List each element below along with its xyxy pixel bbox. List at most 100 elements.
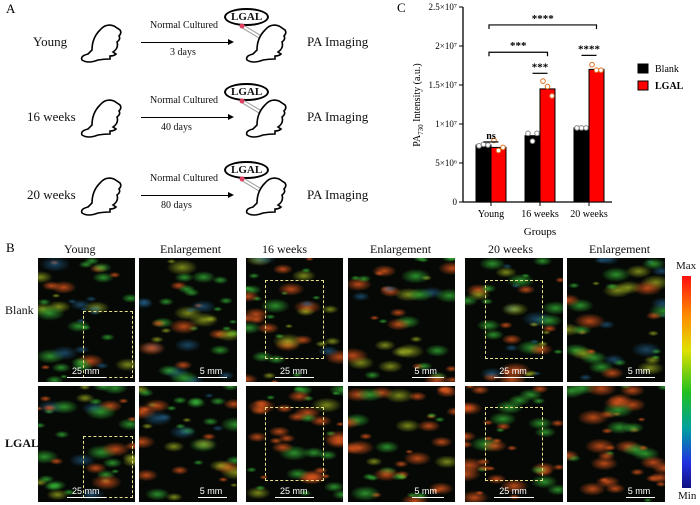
data-point	[534, 130, 540, 137]
bar-lgal	[539, 88, 556, 203]
pa-image-lgal-3: 5 mm	[348, 386, 455, 502]
zoom-region-box	[484, 280, 544, 360]
legend-swatch-blank	[637, 63, 649, 74]
pa-image-blank-4: 25 mm	[465, 258, 563, 382]
y-tick-label: 2×10⁷	[435, 41, 457, 51]
syringe-icon	[239, 23, 264, 40]
column-label: Enlargement	[160, 242, 222, 256]
image-texture	[38, 258, 135, 382]
scale-bar	[494, 377, 534, 378]
lgal-probe-badge: LGAL	[224, 8, 270, 26]
row-label-lgal: LGAL	[5, 436, 40, 450]
image-texture	[246, 258, 343, 382]
colorbar-min: Min	[678, 490, 697, 502]
pa-image-blank-5: 5 mm	[567, 258, 665, 382]
pa-image-blank-0: 25 mm	[38, 258, 135, 382]
image-texture	[567, 386, 665, 502]
scale-bar-label: 5 mm	[627, 486, 651, 496]
mouse-icon	[80, 24, 122, 63]
y-tick-label: 1×10⁷	[435, 119, 457, 129]
x-tick-label: Young	[478, 209, 504, 220]
zoom-region-box	[484, 406, 544, 481]
arrow	[141, 117, 229, 118]
data-point	[476, 143, 482, 149]
zoom-region-box	[82, 311, 134, 378]
arrow-head-icon	[228, 39, 234, 45]
result-label: PA Imaging	[307, 187, 369, 202]
pa-image-lgal-0: 25 mm	[38, 386, 135, 502]
bar-blank	[524, 135, 541, 203]
zoom-region-box	[265, 406, 324, 481]
mouse-icon	[80, 177, 122, 216]
scale-bar-label: 5 mm	[414, 366, 437, 376]
scale-bar	[625, 497, 656, 498]
column-label: Enlargement	[370, 242, 432, 256]
pa-image-blank-1: 5 mm	[139, 258, 237, 382]
panel-c-label: C	[397, 0, 406, 15]
y-tick-label: 2.5×10⁷	[429, 2, 457, 12]
arrow-bottom-label: 80 days	[161, 200, 192, 211]
significance-label: ****	[578, 43, 601, 55]
x-axis-label: Groups	[524, 226, 556, 238]
pa-image-lgal-1: 5 mm	[139, 386, 237, 502]
x-tick-label: 16 weeks	[521, 209, 559, 220]
scale-bar-label: 25 mm	[71, 486, 100, 496]
data-point	[544, 83, 551, 90]
y-tick-label: 0	[453, 197, 458, 207]
image-texture	[465, 258, 563, 382]
scale-bar-label: 5 mm	[199, 486, 223, 496]
data-point	[589, 61, 595, 68]
group-label: 20 weeks	[27, 187, 76, 202]
zoom-region-box	[265, 280, 324, 360]
result-label: PA Imaging	[307, 109, 369, 124]
image-texture	[139, 386, 237, 502]
significance-bracket	[488, 24, 598, 29]
mouse-icon	[245, 24, 287, 63]
group-label: 16 weeks	[27, 109, 76, 124]
data-point	[598, 67, 604, 73]
y-tick-label: 5×10⁶	[435, 158, 457, 168]
pa-image-blank-3: 5 mm	[348, 258, 455, 382]
significance-label: ns	[486, 131, 496, 142]
bar-lgal	[588, 68, 605, 203]
column-label: Enlargement	[589, 242, 651, 256]
pa-image-lgal-2: 25 mm	[246, 386, 343, 502]
pa-image-blank-2: 25 mm	[246, 258, 343, 382]
scale-bar	[67, 377, 106, 378]
data-point	[593, 67, 600, 73]
legend-label: Blank	[655, 64, 679, 75]
arrow-top-label: Normal Cultured	[150, 173, 219, 184]
legend-swatch-lgal	[637, 80, 649, 91]
pa-image-lgal-4: 25 mm	[465, 386, 563, 502]
significance-label: ***	[510, 40, 527, 52]
data-point	[574, 125, 580, 131]
bar-chart: 0 5×10⁶ 1×10⁷ 1.5×10⁷ 2×10⁷ 2.5×10⁷ Young 16 we…	[412, 2, 684, 238]
significance-label: ****	[532, 13, 555, 25]
group-label: Young	[33, 34, 68, 49]
scale-bar	[275, 377, 314, 378]
arrow	[141, 195, 229, 196]
data-point	[485, 142, 491, 148]
image-texture	[246, 386, 343, 502]
arrow-bottom-label: 3 days	[170, 47, 196, 58]
image-texture	[348, 258, 455, 382]
image-texture	[567, 258, 665, 382]
scale-bar	[197, 497, 228, 498]
arrow	[141, 42, 229, 43]
scale-bar	[67, 497, 106, 498]
data-point	[540, 78, 546, 84]
column-label: 20 weeks	[488, 242, 533, 256]
mouse-icon	[245, 99, 287, 138]
scale-bar	[412, 377, 445, 378]
data-point	[525, 130, 531, 137]
scale-bar-label: 25 mm	[71, 366, 100, 376]
lgal-probe-badge: LGAL	[224, 83, 270, 101]
arrow-top-label: Normal Cultured	[150, 95, 219, 106]
data-point	[578, 125, 585, 131]
arrow-head-icon	[228, 114, 234, 120]
data-point	[549, 93, 555, 99]
image-texture	[465, 386, 563, 502]
bar-blank	[475, 144, 492, 203]
data-point	[529, 138, 536, 144]
